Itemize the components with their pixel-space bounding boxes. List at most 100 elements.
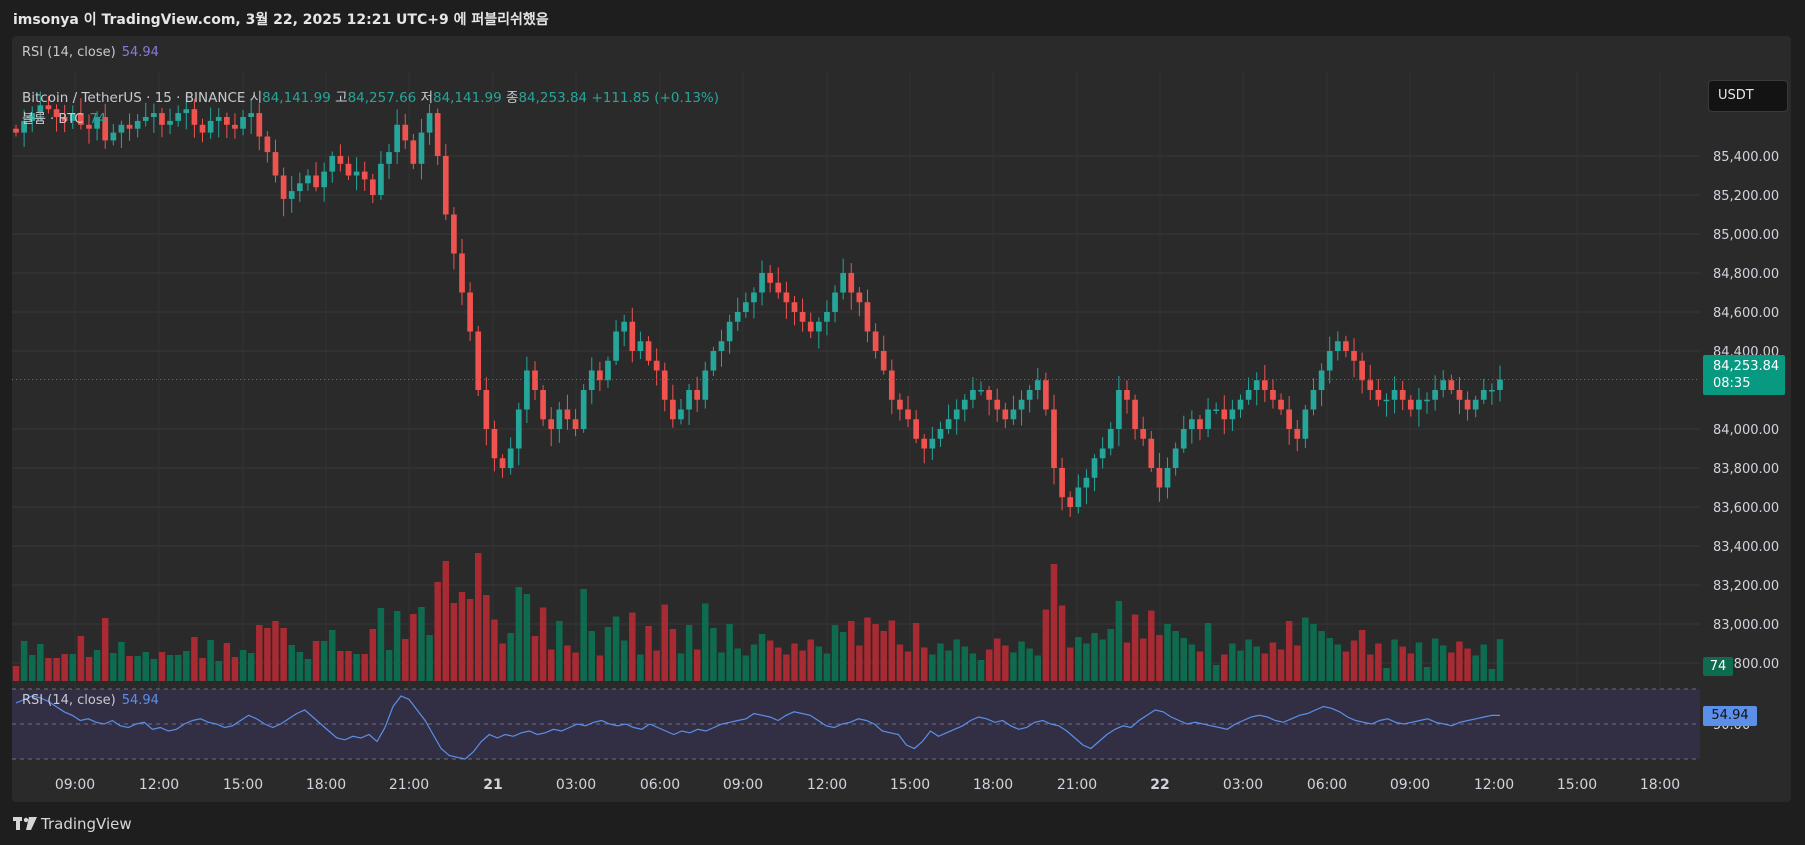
volume-bar xyxy=(1010,652,1017,681)
candle-body xyxy=(1221,409,1228,420)
volume-bar xyxy=(685,625,693,681)
candle-body xyxy=(767,273,774,283)
volume-bar xyxy=(158,652,166,681)
volume-bar xyxy=(953,639,960,681)
candle-body xyxy=(1026,390,1033,400)
candle-body xyxy=(621,321,628,332)
volume-bar xyxy=(839,632,847,681)
candle-body xyxy=(1237,399,1244,410)
volume-bar xyxy=(20,641,28,681)
volume-bar xyxy=(1277,649,1285,681)
volume-bar xyxy=(1188,644,1196,681)
volume-bar xyxy=(596,655,604,681)
time-tick-label: 15:00 xyxy=(1557,777,1597,793)
currency-button[interactable]: USDT xyxy=(1708,80,1788,112)
candle-body xyxy=(613,331,619,361)
candle-body xyxy=(1124,390,1130,400)
candle-body xyxy=(799,312,806,322)
volume-bar xyxy=(77,636,85,681)
candle-body xyxy=(1326,351,1333,371)
grid-lines xyxy=(12,72,1700,760)
price-tick-label: 83,000.00 xyxy=(1713,618,1779,633)
time-tick-label: 18:00 xyxy=(306,777,346,793)
volume-bar xyxy=(1237,650,1244,681)
volume-bar xyxy=(320,641,328,681)
footer-brand[interactable]: TradingView xyxy=(13,815,132,833)
candle-body xyxy=(61,117,68,121)
volume-bar xyxy=(393,611,401,681)
volume-bar xyxy=(1456,641,1463,681)
volume-bar xyxy=(1050,564,1058,681)
volume-bar xyxy=(1496,639,1504,681)
time-tick-label: 21:00 xyxy=(389,777,429,793)
candle-body xyxy=(126,124,133,129)
candle-body xyxy=(410,140,417,164)
rsi-legend[interactable]: RSI (14, close) 54.94 xyxy=(22,693,159,708)
time-axis[interactable]: 09:00 12:00 15:00 18:00 21:00 21 03:00 06:00 09:… xyxy=(55,777,1680,793)
volume-bar xyxy=(474,553,482,681)
volume-bar xyxy=(118,642,125,681)
candle-body xyxy=(742,302,749,312)
candle-body xyxy=(499,458,506,468)
candle-body xyxy=(418,132,425,164)
volume-bar xyxy=(1123,642,1131,681)
candle-body xyxy=(986,390,992,400)
volume-bar xyxy=(1002,645,1009,681)
candle-body xyxy=(386,152,392,164)
rsi-indicator-header[interactable]: RSI (14, close) 54.94 xyxy=(22,45,159,60)
candle-body xyxy=(361,171,368,180)
volume-bar xyxy=(1350,640,1358,681)
candle-body xyxy=(1278,399,1284,410)
candle-body xyxy=(1116,390,1122,429)
price-axis[interactable]: 85,400.00 85,200.00 85,000.00 84,800.00 84,6… xyxy=(1713,150,1779,672)
candle-body xyxy=(1083,477,1090,488)
volume-bar xyxy=(231,657,239,681)
time-tick-label: 18:00 xyxy=(1640,777,1680,793)
candle-body xyxy=(37,105,44,114)
candle-body xyxy=(1213,409,1220,411)
volume-bar xyxy=(1318,631,1325,681)
symbol-legend[interactable]: Bitcoin / TetherUS · 15 · BINANCE 시84,14… xyxy=(22,86,719,106)
volume-bar xyxy=(1204,623,1212,681)
volume-bar xyxy=(223,643,231,681)
candle-body xyxy=(507,448,514,468)
volume-bar xyxy=(1196,651,1204,681)
candle-body xyxy=(872,331,879,351)
volume-bar xyxy=(539,607,547,681)
candle-body xyxy=(670,399,676,420)
candle-body xyxy=(1310,390,1317,410)
volume-bar xyxy=(1294,645,1301,681)
candle-body xyxy=(224,117,230,125)
candle-body xyxy=(1270,390,1276,400)
volume-bar xyxy=(807,639,814,681)
open-label: 시 xyxy=(249,90,263,106)
candle-body xyxy=(580,390,587,429)
time-tick-label: 12:00 xyxy=(139,777,179,793)
candle-body xyxy=(1253,380,1260,390)
candle-body xyxy=(970,390,976,400)
volume-bar xyxy=(556,621,563,681)
volume-bar xyxy=(337,651,344,681)
volume-bar xyxy=(69,654,77,681)
candle-body xyxy=(151,113,157,117)
volume-legend[interactable]: 볼륨 · BTC 74 xyxy=(22,108,106,127)
volume-bar xyxy=(1269,642,1277,681)
volume-bar xyxy=(1212,665,1220,681)
candle-body xyxy=(1407,399,1414,410)
candle-body xyxy=(1424,399,1430,402)
candle-body xyxy=(532,370,538,390)
candle-body xyxy=(199,124,206,133)
candle-body xyxy=(1351,351,1357,361)
candle-body xyxy=(1172,448,1179,468)
candle-body xyxy=(53,109,60,117)
volume-bar xyxy=(912,623,920,681)
price-tick-label: 84,800.00 xyxy=(1713,267,1779,282)
footer-brand-name: TradingView xyxy=(41,815,132,833)
candle-body xyxy=(824,312,830,322)
candle-body xyxy=(1367,380,1374,390)
volume-bar xyxy=(45,658,52,681)
candle-body xyxy=(369,179,376,195)
volume-bar xyxy=(637,654,644,681)
volume-bar xyxy=(961,646,969,681)
